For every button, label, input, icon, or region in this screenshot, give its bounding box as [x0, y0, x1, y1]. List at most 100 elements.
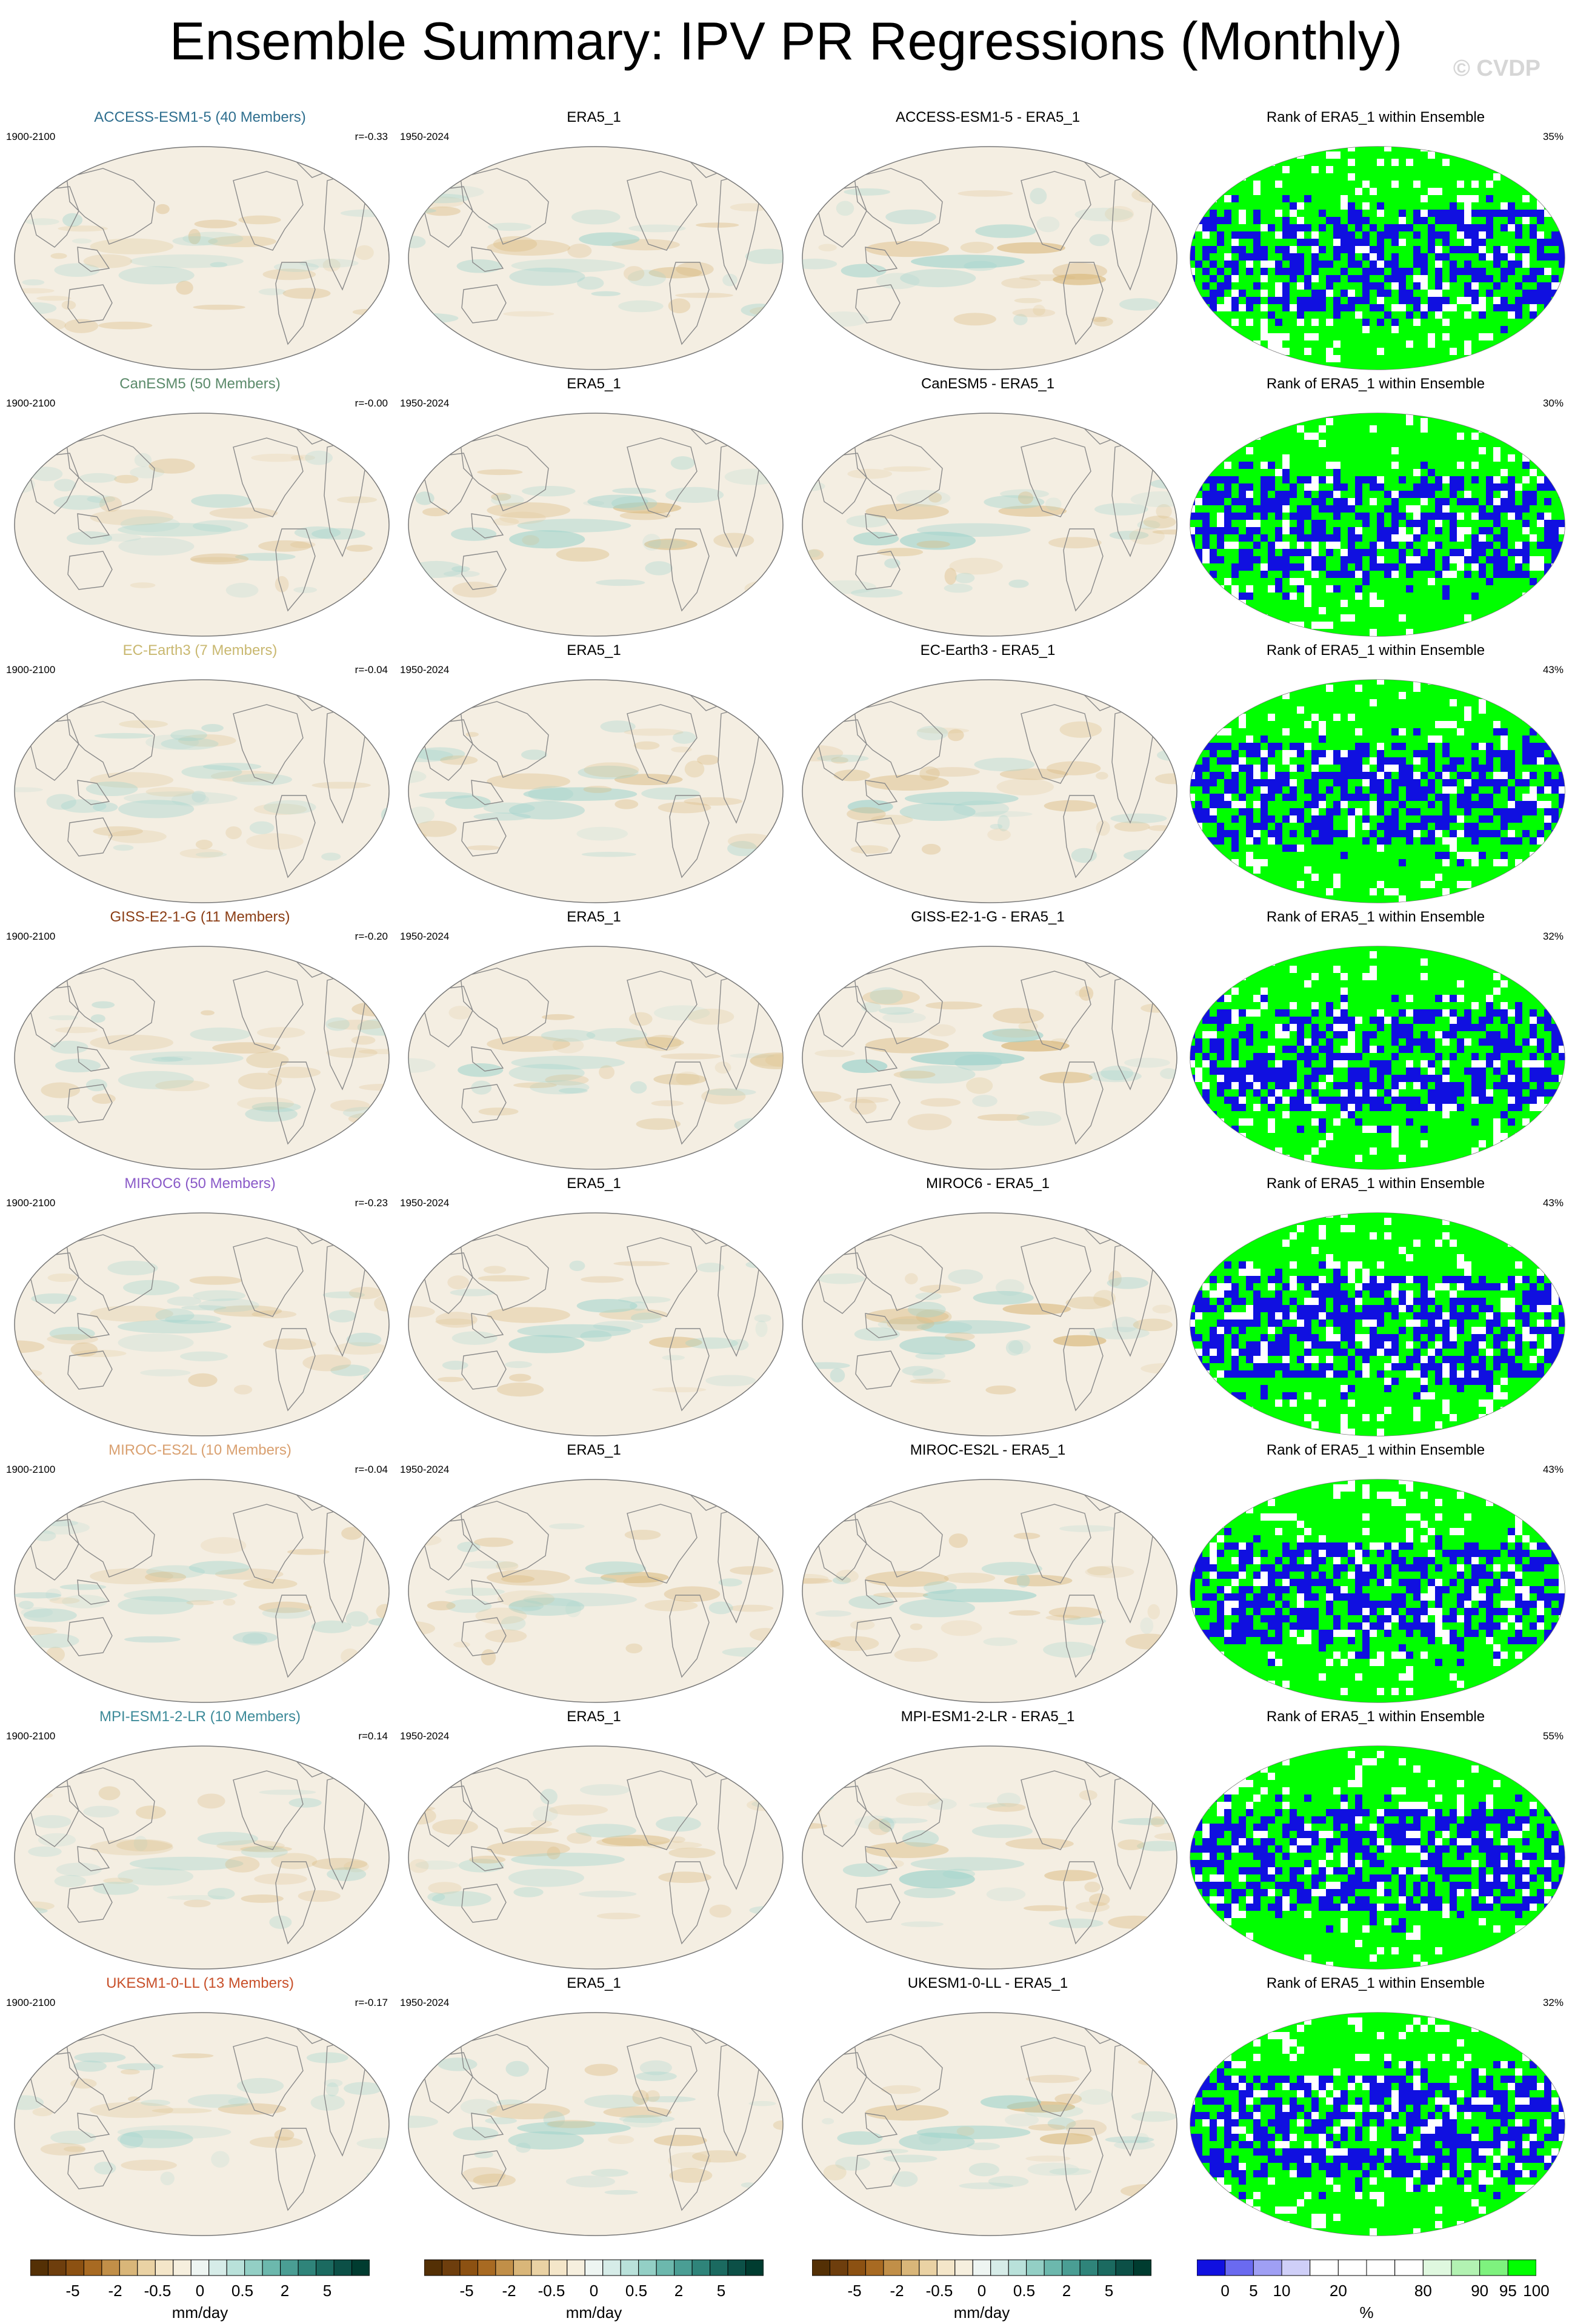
precip-anomaly-shading: [18, 1601, 34, 1609]
precip-anomaly-shading: [1091, 316, 1107, 322]
coastline: [66, 1234, 155, 1311]
precip-anomaly-shading: [651, 1100, 684, 1107]
precip-anomaly-shading: [225, 1856, 260, 1873]
precip-anomaly-shading: [191, 494, 252, 508]
colorbar-tick-label: 10: [1273, 2282, 1291, 2300]
precip-anomaly-shading: [533, 1806, 558, 1822]
precip-anomaly-shading: [653, 1073, 707, 1085]
precip-anomaly-shading: [47, 1333, 99, 1344]
precip-anomaly-shading: [1028, 2124, 1066, 2131]
precip-anomaly-shading: [90, 2102, 173, 2118]
colorbar-swatch: [351, 2259, 370, 2276]
colorbar-tick-label: 0: [589, 2282, 599, 2300]
precip-anomaly-shading: [83, 1805, 119, 1818]
precip-anomaly-shading: [170, 729, 207, 742]
precip-anomaly-shading: [161, 737, 219, 750]
globe-outline: [408, 146, 784, 370]
precip-anomaly-shading: [576, 276, 604, 290]
precip-anomaly-shading: [25, 218, 59, 225]
precip-anomaly-shading: [120, 2069, 140, 2075]
precip-anomaly-shading: [1079, 986, 1094, 1001]
precip-anomaly-shading: [210, 262, 228, 268]
precip-anomaly-shading: [1044, 1870, 1097, 1882]
precip-anomaly-shading: [415, 1860, 459, 1870]
precip-anomaly-shading: [376, 1604, 389, 1619]
colorbar-tick-label: 2: [280, 2282, 290, 2300]
coastline: [627, 437, 698, 517]
precip-anomaly-shading: [487, 773, 570, 789]
coastline: [460, 434, 549, 511]
precip-anomaly-shading: [960, 242, 994, 253]
model-panel-title: CanESM5 (50 Members): [119, 376, 281, 392]
coastline: [854, 434, 943, 511]
precip-anomaly-shading: [833, 769, 870, 782]
precip-anomaly-shading: [1044, 800, 1097, 812]
diff-panel-title: EC-Earth3 - ERA5_1: [920, 642, 1056, 659]
watermark: © CVDP: [1453, 56, 1540, 81]
coastline: [66, 2034, 155, 2111]
period-label: 1950-2024: [400, 131, 450, 142]
precip-anomaly-shading: [925, 1001, 982, 1010]
precip-anomaly-shading: [928, 493, 942, 503]
precip-anomaly-shading: [1117, 1818, 1173, 1825]
precip-anomaly-shading: [114, 474, 139, 483]
precip-anomaly-shading: [321, 852, 341, 861]
coastline: [854, 968, 943, 1044]
precip-anomaly-shading: [865, 2104, 949, 2121]
colorbar-swatch: [155, 2259, 174, 2276]
colorbar-tick-label: -2: [108, 2282, 122, 2300]
precip-anomaly-shading: [487, 1035, 570, 1052]
colorbar-tick-label: 5: [322, 2282, 332, 2300]
precip-anomaly-shading: [505, 2060, 529, 2077]
precip-anomaly-shading: [346, 545, 373, 552]
precip-anomaly-shading: [652, 1387, 707, 1393]
precip-anomaly-shading: [414, 820, 457, 837]
colorbar-tick-label: 0.5: [231, 2282, 254, 2300]
colorbar-swatch: [1097, 2259, 1116, 2276]
precip-anomaly-shading: [94, 732, 153, 739]
precip-anomaly-shading: [1074, 989, 1091, 997]
coastline: [275, 1861, 316, 1945]
precip-anomaly-shading: [656, 1816, 701, 1832]
precip-anomaly-shading: [684, 797, 743, 806]
rank-map-panel: Rank of ERA5_1 within Ensemble 43%: [1182, 641, 1570, 908]
colorbar-swatch: [548, 2259, 568, 2276]
coastline: [67, 551, 113, 590]
precip-anomaly-shading: [841, 264, 887, 278]
colorbar-swatch: [1197, 2259, 1226, 2276]
page-title: Ensemble Summary: IPV PR Regressions (Mo…: [169, 11, 1403, 71]
precip-anomaly-shading: [238, 215, 281, 225]
precip-anomaly-shading: [540, 1788, 558, 1805]
precip-anomaly-shading: [645, 561, 673, 576]
precip-anomaly-shading: [448, 1006, 472, 1020]
precip-anomaly-shading: [818, 244, 837, 251]
coastline: [855, 551, 901, 590]
precip-anomaly-shading: [1124, 1057, 1170, 1068]
model-map-panel: GISS-E2-1-G (11 Members) 1900-2100 r=-0.20: [6, 908, 394, 1174]
precip-anomaly-shading: [180, 1351, 228, 1362]
rank-percent-label: 43%: [1542, 1197, 1564, 1209]
precip-anomaly-shading: [305, 450, 333, 465]
precip-anomaly-shading: [1156, 504, 1172, 519]
precip-anomaly-shading: [1048, 1607, 1102, 1618]
coastline: [67, 1084, 113, 1123]
precip-anomaly-shading: [1105, 205, 1134, 222]
precip-anomaly-shading: [1047, 2117, 1076, 2130]
precip-anomaly-shading: [741, 2182, 757, 2188]
diff-panel-title: ACCESS-ESM1-5 - ERA5_1: [895, 109, 1081, 125]
precip-anomaly-shading: [614, 799, 639, 809]
colorbar-tick-label: -5: [847, 2282, 862, 2300]
precip-anomaly-shading: [745, 1261, 765, 1268]
coastline: [66, 968, 155, 1044]
precip-anomaly-shading: [222, 1599, 236, 1606]
coastline: [275, 262, 316, 345]
model-map: [14, 946, 390, 1170]
precip-anomaly-shading: [941, 1620, 982, 1636]
coastline: [30, 986, 79, 1047]
precip-anomaly-shading: [236, 2077, 284, 2094]
precip-anomaly-shading: [1110, 813, 1167, 824]
precip-anomaly-shading: [190, 553, 249, 565]
precip-anomaly-shading: [1125, 1633, 1173, 1650]
diff-panel-title: MIROC-ES2L - ERA5_1: [910, 1442, 1066, 1458]
precip-anomaly-shading: [408, 1306, 435, 1318]
